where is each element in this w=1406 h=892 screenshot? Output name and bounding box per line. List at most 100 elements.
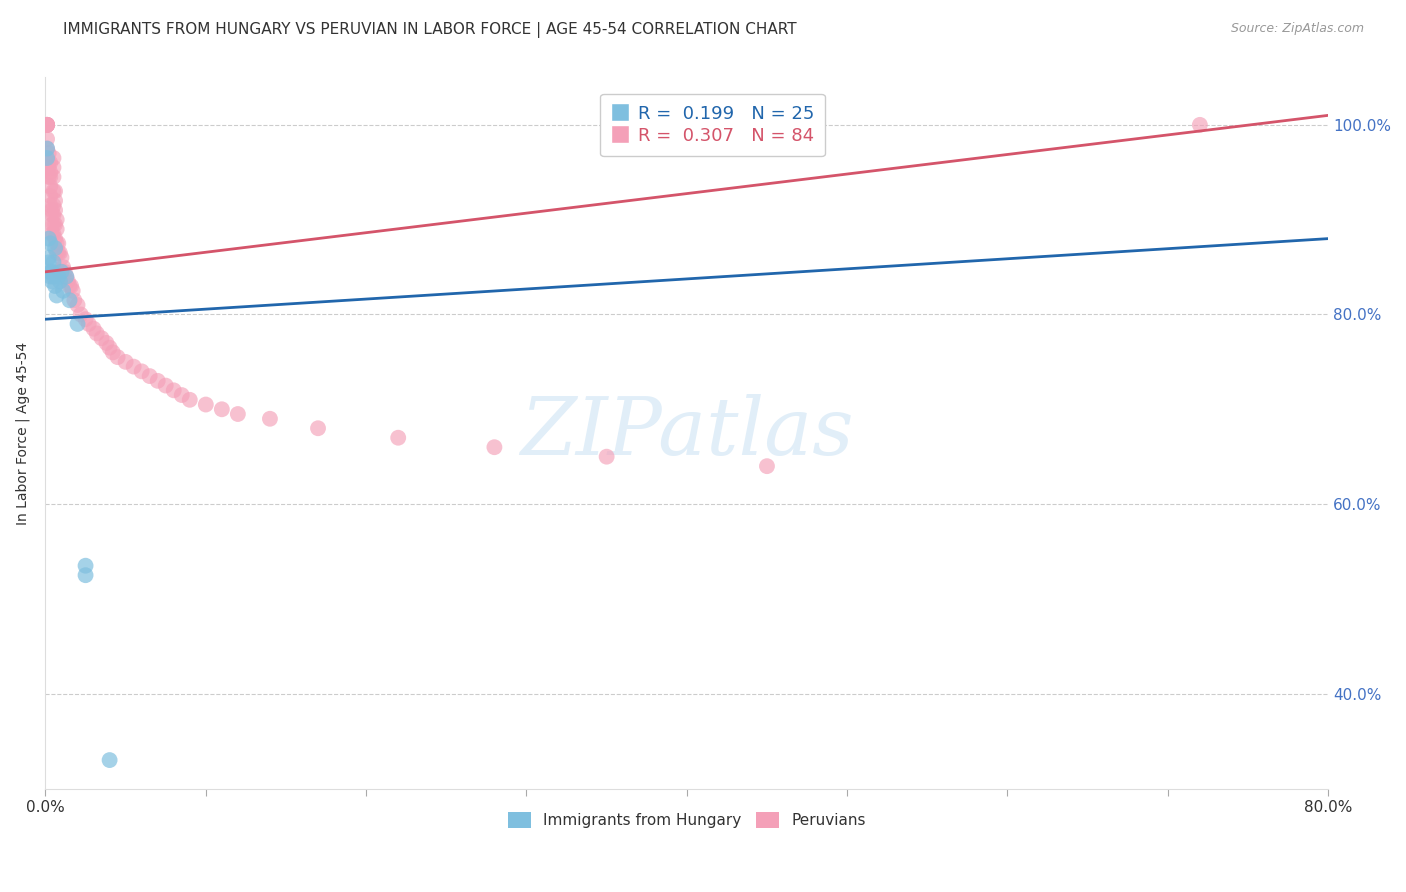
Point — [595, 450, 617, 464]
Point — [38, 251, 60, 265]
Point — [259, 411, 281, 425]
Point — [38, 161, 60, 175]
Point — [45, 245, 67, 260]
Point — [138, 369, 160, 384]
Point — [66, 317, 89, 331]
Point — [35, 118, 58, 132]
Legend: Immigrants from Hungary, Peruvians: Immigrants from Hungary, Peruvians — [502, 806, 872, 834]
Point — [35, 132, 58, 146]
Point — [211, 402, 233, 417]
Point — [131, 364, 153, 378]
Y-axis label: In Labor Force | Age 45-54: In Labor Force | Age 45-54 — [15, 342, 30, 524]
Point — [39, 269, 62, 284]
Point — [39, 169, 62, 184]
Point — [387, 431, 409, 445]
Point — [45, 212, 67, 227]
Point — [83, 321, 105, 335]
Point — [122, 359, 145, 374]
Point — [39, 165, 62, 179]
Point — [42, 151, 65, 165]
Text: Source: ZipAtlas.com: Source: ZipAtlas.com — [1230, 22, 1364, 36]
Point — [1188, 118, 1211, 132]
Point — [49, 245, 72, 260]
Point — [44, 232, 66, 246]
Point — [38, 169, 60, 184]
Point — [35, 142, 58, 156]
Point — [41, 203, 63, 218]
Point — [42, 169, 65, 184]
Point — [49, 274, 72, 288]
Point — [75, 312, 97, 326]
Point — [38, 232, 60, 246]
Point — [60, 279, 83, 293]
Point — [41, 265, 63, 279]
Point — [69, 308, 91, 322]
Point — [42, 218, 65, 232]
Point — [39, 198, 62, 212]
Point — [146, 374, 169, 388]
Point — [46, 245, 69, 260]
Point — [44, 194, 66, 208]
Point — [194, 398, 217, 412]
Text: ZIPatlas: ZIPatlas — [520, 394, 853, 472]
Point — [107, 350, 129, 364]
Point — [44, 218, 66, 232]
Text: IMMIGRANTS FROM HUNGARY VS PERUVIAN IN LABOR FORCE | AGE 45-54 CORRELATION CHART: IMMIGRANTS FROM HUNGARY VS PERUVIAN IN L… — [63, 22, 797, 38]
Point — [75, 558, 97, 573]
Point — [58, 279, 80, 293]
Point — [46, 265, 69, 279]
Point — [55, 269, 77, 284]
Point — [41, 208, 63, 222]
Point — [98, 341, 121, 355]
Point — [56, 274, 79, 288]
Point — [42, 227, 65, 241]
Point — [45, 288, 67, 302]
Point — [52, 284, 75, 298]
Point — [63, 293, 86, 308]
Point — [42, 198, 65, 212]
Point — [755, 459, 778, 474]
Point — [35, 118, 58, 132]
Point — [44, 203, 66, 218]
Point — [42, 184, 65, 198]
Point — [38, 155, 60, 169]
Point — [170, 388, 193, 402]
Point — [75, 568, 97, 582]
Point — [41, 274, 63, 288]
Point — [96, 335, 118, 350]
Point — [45, 222, 67, 236]
Point — [46, 269, 69, 284]
Point — [44, 279, 66, 293]
Point — [155, 378, 177, 392]
Point — [77, 317, 100, 331]
Point — [45, 236, 67, 251]
Point — [98, 753, 121, 767]
Point — [58, 293, 80, 308]
Point — [42, 255, 65, 269]
Point — [52, 260, 75, 274]
Point — [39, 179, 62, 194]
Point — [51, 251, 73, 265]
Point — [38, 255, 60, 269]
Point — [39, 189, 62, 203]
Point — [53, 265, 76, 279]
Point — [226, 407, 249, 421]
Point — [51, 265, 73, 279]
Point — [39, 155, 62, 169]
Point — [44, 241, 66, 255]
Point — [42, 269, 65, 284]
Point — [55, 269, 77, 284]
Point — [101, 345, 124, 359]
Point — [41, 218, 63, 232]
Point — [35, 118, 58, 132]
Point — [39, 236, 62, 251]
Point — [35, 118, 58, 132]
Point — [307, 421, 329, 435]
Point — [35, 142, 58, 156]
Point — [46, 236, 69, 251]
Point — [484, 440, 506, 454]
Point — [35, 118, 58, 132]
Point — [86, 326, 108, 341]
Point — [35, 151, 58, 165]
Point — [35, 118, 58, 132]
